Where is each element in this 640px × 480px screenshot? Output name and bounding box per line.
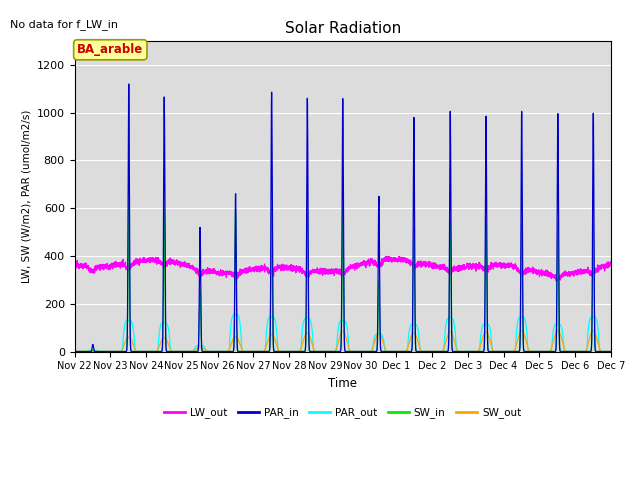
SW_out bbox=[433, 348, 441, 354]
Line: PAR_out: PAR_out bbox=[74, 314, 611, 351]
PAR_in bbox=[493, 348, 501, 354]
PAR_in bbox=[70, 348, 78, 354]
LW_out bbox=[463, 263, 470, 268]
PAR_out bbox=[433, 348, 441, 354]
LW_out bbox=[554, 279, 562, 285]
PAR_in bbox=[167, 348, 175, 354]
Line: SW_in: SW_in bbox=[74, 204, 611, 351]
SW_out bbox=[493, 348, 501, 354]
SW_in bbox=[70, 348, 78, 354]
LW_out bbox=[607, 259, 614, 264]
LW_out bbox=[384, 253, 392, 259]
SW_in bbox=[607, 348, 614, 354]
LW_out bbox=[70, 262, 78, 268]
SW_in bbox=[606, 348, 614, 354]
PAR_in bbox=[607, 348, 614, 354]
SW_in bbox=[493, 348, 501, 354]
Line: PAR_in: PAR_in bbox=[74, 84, 611, 351]
SW_out bbox=[607, 348, 614, 354]
SW_in bbox=[433, 348, 441, 354]
Line: SW_out: SW_out bbox=[74, 331, 611, 351]
PAR_out bbox=[606, 348, 614, 354]
PAR_in bbox=[125, 81, 132, 87]
SW_out bbox=[167, 347, 175, 353]
PAR_out bbox=[607, 348, 614, 354]
PAR_out bbox=[167, 348, 175, 354]
SW_in bbox=[167, 348, 175, 354]
PAR_out bbox=[232, 312, 239, 317]
Text: No data for f_LW_in: No data for f_LW_in bbox=[10, 19, 118, 30]
SW_in bbox=[125, 201, 132, 206]
SW_out bbox=[463, 348, 470, 354]
PAR_out bbox=[70, 348, 78, 354]
PAR_in bbox=[433, 348, 441, 354]
Text: BA_arable: BA_arable bbox=[77, 43, 143, 56]
LW_out bbox=[323, 268, 330, 274]
SW_out bbox=[323, 348, 330, 354]
SW_out bbox=[70, 348, 78, 354]
PAR_in bbox=[323, 348, 330, 354]
LW_out bbox=[607, 260, 614, 266]
PAR_out bbox=[463, 348, 470, 354]
LW_out bbox=[167, 258, 175, 264]
Legend: LW_out, PAR_in, PAR_out, SW_in, SW_out: LW_out, PAR_in, PAR_out, SW_in, SW_out bbox=[160, 403, 525, 422]
Title: Solar Radiation: Solar Radiation bbox=[285, 21, 401, 36]
LW_out bbox=[493, 264, 501, 270]
PAR_out bbox=[323, 348, 330, 354]
PAR_out bbox=[493, 348, 501, 354]
Line: LW_out: LW_out bbox=[74, 256, 611, 282]
SW_in bbox=[323, 348, 330, 354]
SW_out bbox=[518, 328, 525, 334]
PAR_in bbox=[463, 348, 470, 354]
X-axis label: Time: Time bbox=[328, 377, 357, 390]
Y-axis label: LW, SW (W/m2), PAR (umol/m2/s): LW, SW (W/m2), PAR (umol/m2/s) bbox=[21, 109, 31, 283]
LW_out bbox=[433, 265, 441, 271]
PAR_in bbox=[606, 348, 614, 354]
SW_out bbox=[606, 348, 614, 354]
SW_in bbox=[463, 348, 470, 354]
